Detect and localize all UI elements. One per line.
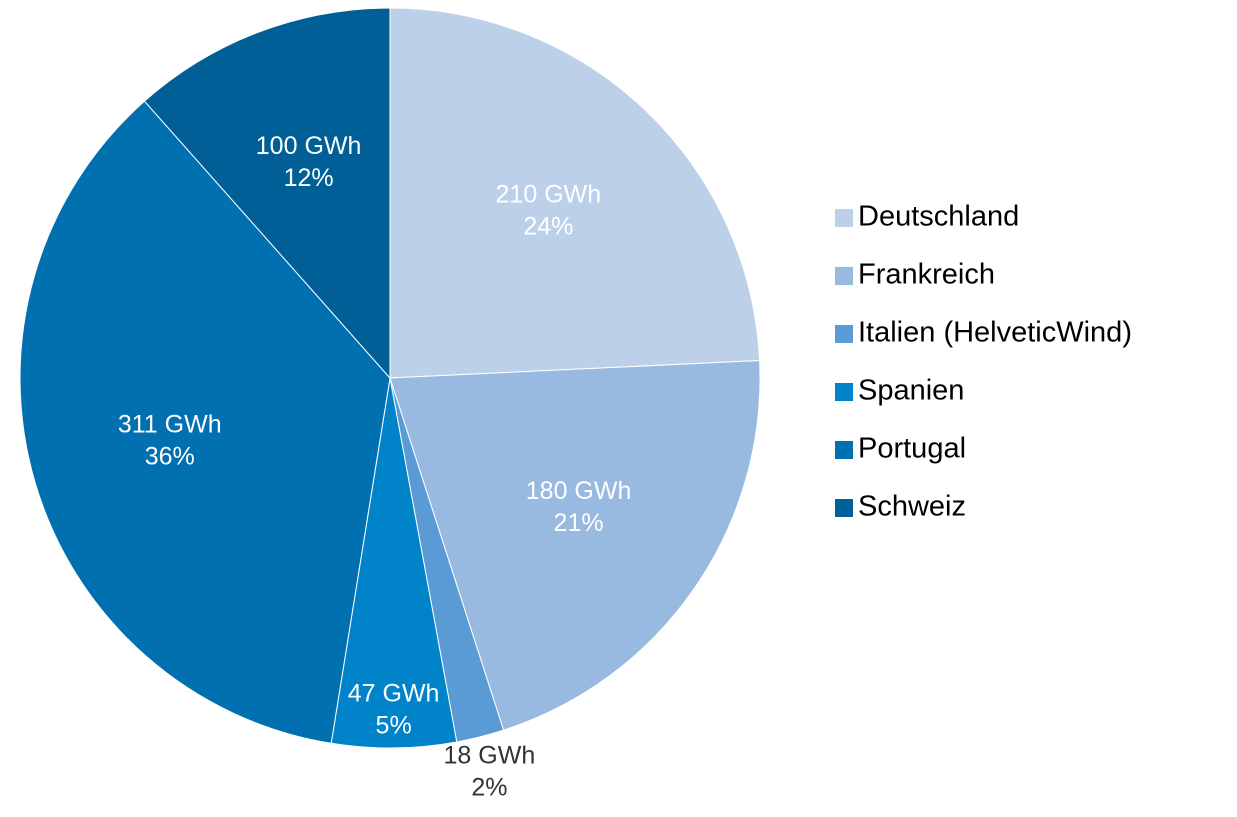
legend-swatch [835,325,853,343]
legend-swatch [835,267,853,285]
data-label-percent: 2% [471,773,507,801]
pie-slice [143,7,391,380]
data-label-percent: 5% [376,712,412,740]
pie-slice [389,360,761,731]
legend-swatch [835,209,853,227]
data-label: 210 GWh [496,181,602,209]
legend-swatch [835,499,853,517]
legend-label: Portugal [858,433,966,465]
legend-label: Schweiz [858,491,966,523]
legend-label: Spanien [858,375,964,407]
data-label: 311 GWh [118,411,222,439]
data-label-percent: 36% [145,443,195,471]
data-label-percent: 24% [523,213,573,241]
legend-swatch [835,383,853,401]
legend-label: Deutschland [858,201,1019,233]
data-label: 100 GWh [256,132,362,160]
data-label-percent: 12% [284,164,334,192]
legend-label: Frankreich [858,259,995,291]
data-label: 47 GWh [348,680,440,708]
pie-slice [389,7,761,379]
data-label-percent: 21% [554,509,604,537]
pie-slice [19,100,391,744]
legend-label: Italien (HelveticWind) [858,317,1132,349]
data-label: 180 GWh [526,477,632,505]
legend-swatch [835,441,853,459]
data-label: 18 GWh [444,741,536,769]
